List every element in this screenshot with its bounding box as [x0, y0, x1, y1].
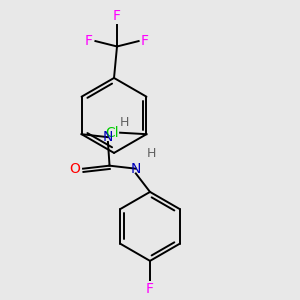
- Text: F: F: [113, 9, 121, 23]
- Text: O: O: [69, 162, 80, 176]
- Text: H: H: [119, 116, 129, 129]
- Text: N: N: [130, 162, 141, 176]
- Text: N: N: [103, 130, 113, 144]
- Text: H: H: [147, 147, 157, 160]
- Text: F: F: [141, 34, 149, 48]
- Text: F: F: [146, 282, 154, 296]
- Text: F: F: [85, 34, 93, 48]
- Text: Cl: Cl: [105, 126, 119, 140]
